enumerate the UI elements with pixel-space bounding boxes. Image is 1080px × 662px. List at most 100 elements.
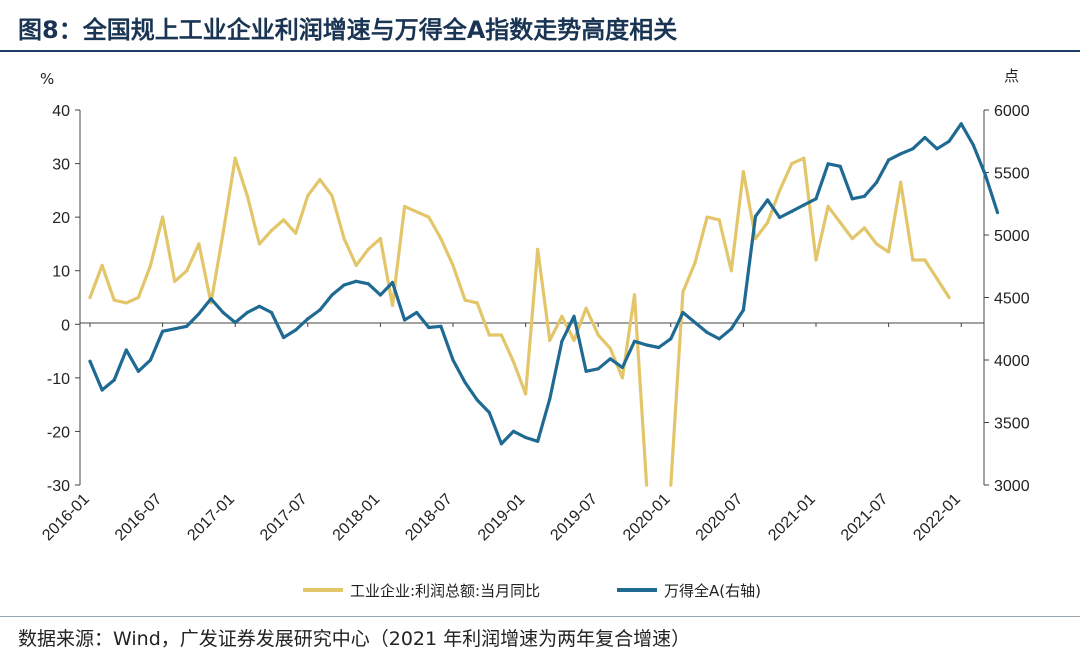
profit-point	[766, 220, 770, 225]
profit-point	[221, 231, 225, 235]
left-tick-label: -20	[47, 424, 70, 441]
profit-point	[427, 215, 431, 219]
profit-point	[112, 298, 116, 302]
profit-point	[366, 247, 370, 251]
index-point	[608, 357, 612, 361]
profit-point	[887, 250, 891, 254]
profit-point	[778, 188, 782, 192]
index-point	[669, 337, 673, 341]
x-tick-label: 2019-01	[475, 491, 529, 545]
left-tick-label: -10	[47, 371, 70, 388]
index-point	[560, 339, 564, 343]
index-point	[233, 320, 237, 325]
profit-point	[487, 333, 491, 337]
profit-point	[136, 295, 140, 300]
index-point	[983, 173, 988, 177]
profit-point	[693, 261, 697, 265]
profit-point	[197, 242, 201, 246]
index-point	[294, 328, 298, 332]
index-point	[536, 439, 540, 443]
profit-point	[620, 376, 625, 380]
right-tick-label: 4000	[994, 353, 1030, 370]
profit-point	[390, 303, 395, 308]
index-point	[354, 279, 358, 283]
right-tick-label: 4500	[994, 291, 1030, 308]
index-point	[717, 337, 721, 341]
profit-point	[717, 218, 721, 222]
index-point	[923, 135, 927, 140]
left-tick-label: 20	[52, 210, 70, 227]
index-point	[657, 345, 661, 350]
profit-point	[330, 194, 334, 198]
index-point	[318, 308, 322, 312]
x-tick-label: 2019-07	[547, 491, 601, 545]
index-point	[971, 143, 975, 147]
index-point	[935, 147, 939, 151]
index-point	[766, 198, 770, 202]
index-point	[681, 310, 685, 315]
index-point	[209, 297, 213, 301]
profit-point	[572, 338, 576, 342]
left-tick-label: 10	[52, 264, 70, 281]
profit-point	[233, 156, 237, 160]
source-note: 数据来源：Wind，广发证券发展研究中心（2021 年利润增速为两年复合增速）	[18, 628, 691, 650]
index-point	[862, 194, 867, 198]
profit-point	[838, 220, 842, 225]
profit-point	[403, 204, 407, 208]
left-axis-ticks: 40 30 20 10 0 -10 -20 -30	[47, 103, 80, 495]
profit-point	[874, 242, 879, 246]
index-point	[185, 324, 189, 328]
index-point	[245, 310, 249, 315]
profit-point	[560, 314, 564, 318]
left-tick-label: 40	[52, 103, 70, 120]
profit-point	[451, 263, 455, 267]
profit-point	[439, 237, 443, 241]
profit-point	[499, 333, 503, 337]
index-point	[741, 308, 746, 312]
index-point	[427, 325, 431, 330]
index-point	[269, 310, 274, 315]
index-point	[403, 318, 407, 322]
footer-divider	[0, 616, 1080, 617]
index-point	[112, 378, 116, 382]
index-point	[645, 343, 649, 347]
index-point	[136, 369, 140, 373]
index-point	[330, 293, 334, 297]
legend-label-index: 万得全A(右轴)	[664, 582, 761, 600]
index-point	[826, 162, 830, 166]
profit-point	[511, 360, 516, 364]
profit-point	[245, 194, 249, 198]
profit-point	[463, 298, 467, 302]
series-group	[88, 122, 1000, 487]
index-point	[596, 367, 600, 371]
index-point	[415, 310, 419, 315]
profit-point	[378, 237, 382, 241]
x-tick-label: 2020-07	[693, 491, 747, 545]
legend: 工业企业:利润总额:当月同比 万得全A(右轴)	[303, 582, 761, 600]
index-point	[257, 304, 261, 308]
left-tick-label: -30	[47, 478, 70, 495]
title-underline	[0, 50, 1080, 52]
profit-point	[173, 279, 177, 283]
x-tick-label: 2017-07	[257, 491, 311, 545]
index-point	[342, 283, 346, 287]
profit-point	[294, 231, 298, 235]
left-tick-label: 0	[61, 317, 70, 334]
x-tick-label: 2018-01	[330, 491, 384, 545]
profit-point	[705, 215, 709, 219]
index-point	[838, 164, 842, 168]
index-point	[802, 203, 806, 207]
profit-point	[681, 290, 685, 294]
profit-point	[318, 178, 322, 182]
index-point	[995, 210, 1000, 215]
profit-point	[632, 293, 637, 297]
index-point	[850, 197, 854, 201]
profit-point	[669, 483, 673, 487]
x-axis-labels: 2016-01 2016-07 2017-01 2017-07 2018-01 2018-…	[39, 323, 964, 544]
index-point	[693, 320, 697, 325]
index-point	[378, 293, 382, 297]
profit-point	[850, 237, 854, 241]
index-point	[173, 327, 177, 331]
profit-point	[257, 242, 261, 246]
profit-point	[753, 237, 758, 241]
